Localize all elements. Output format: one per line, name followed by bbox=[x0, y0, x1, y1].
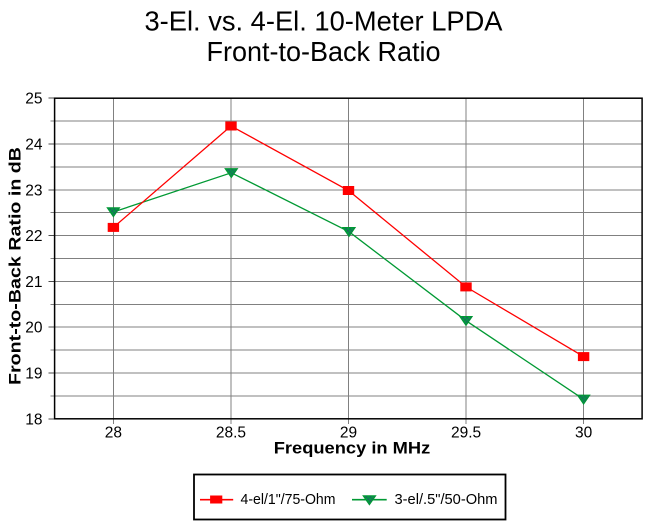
svg-text:23: 23 bbox=[25, 182, 42, 199]
svg-text:28: 28 bbox=[105, 425, 122, 442]
svg-text:4-el/1"/75-Ohm: 4-el/1"/75-Ohm bbox=[241, 491, 336, 508]
svg-text:Front-to-Back Ratio: Front-to-Back Ratio bbox=[207, 36, 441, 67]
svg-text:25: 25 bbox=[25, 91, 42, 108]
svg-text:29: 29 bbox=[340, 425, 357, 442]
svg-text:Front-to-Back Ratio in dB: Front-to-Back Ratio in dB bbox=[5, 147, 24, 385]
svg-text:21: 21 bbox=[25, 274, 42, 291]
svg-text:3-El. vs. 4-El. 10-Meter LPDA: 3-El. vs. 4-El. 10-Meter LPDA bbox=[145, 5, 504, 36]
svg-text:18: 18 bbox=[25, 411, 42, 428]
svg-text:28.5: 28.5 bbox=[216, 425, 246, 442]
svg-text:19: 19 bbox=[25, 366, 42, 383]
svg-text:29.5: 29.5 bbox=[451, 425, 481, 442]
svg-text:Frequency in MHz: Frequency in MHz bbox=[274, 439, 431, 458]
svg-text:3-el/.5"/50-Ohm: 3-el/.5"/50-Ohm bbox=[395, 491, 498, 508]
svg-text:22: 22 bbox=[25, 228, 42, 245]
svg-text:24: 24 bbox=[25, 137, 43, 154]
svg-text:20: 20 bbox=[25, 320, 43, 337]
svg-text:30: 30 bbox=[575, 425, 593, 442]
